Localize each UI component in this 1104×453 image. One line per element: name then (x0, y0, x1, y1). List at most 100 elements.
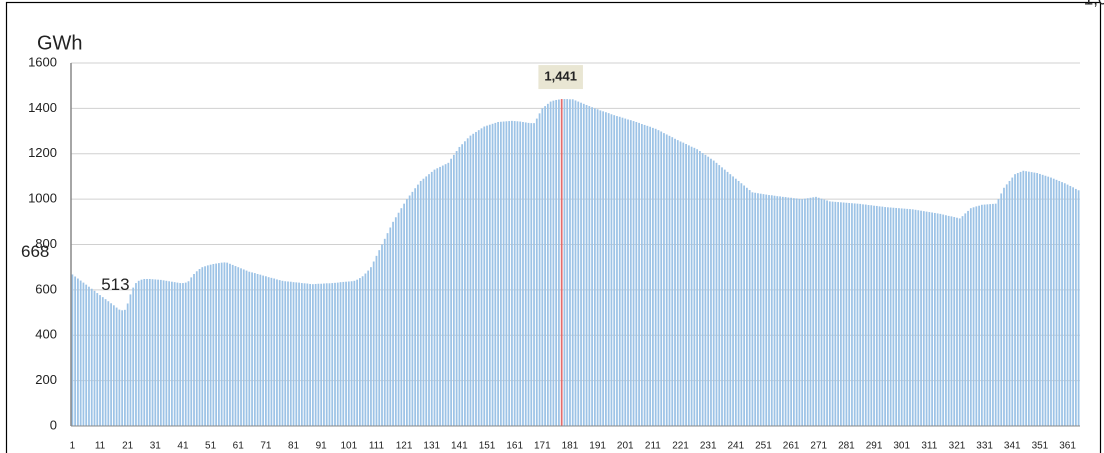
bar (220, 262, 223, 426)
bar (762, 194, 765, 426)
bar (77, 278, 79, 426)
bar (856, 203, 859, 426)
bar (206, 265, 209, 426)
bar (834, 201, 837, 426)
bar (757, 193, 759, 426)
bar (679, 141, 682, 426)
bar (740, 183, 743, 426)
bar (787, 197, 790, 426)
x-tick-label: 251 (755, 441, 772, 452)
bar (328, 283, 331, 426)
bar (939, 213, 942, 426)
x-tick-label: 171 (534, 441, 551, 452)
bar (121, 310, 124, 426)
bar (961, 216, 964, 426)
bar (997, 199, 1000, 426)
bar (712, 160, 715, 426)
bar (124, 309, 126, 426)
bar (588, 106, 591, 426)
bar (229, 263, 231, 426)
bar (439, 166, 441, 426)
bar (986, 204, 989, 426)
bar (784, 197, 787, 426)
y-tick-label: 0 (50, 417, 57, 432)
x-tick-label: 21 (122, 441, 134, 452)
bar (546, 103, 549, 427)
bar (817, 197, 820, 426)
bar (491, 123, 494, 427)
bar (585, 104, 588, 427)
x-tick-label: 281 (838, 441, 855, 452)
x-tick-label: 241 (727, 441, 744, 452)
bar (804, 198, 806, 426)
bar (400, 208, 403, 426)
bar (668, 135, 671, 426)
bar (372, 261, 375, 426)
bar (419, 180, 422, 426)
bar (262, 275, 265, 426)
bar (137, 280, 140, 426)
bar (331, 283, 334, 426)
bar (911, 209, 914, 426)
bar (535, 118, 538, 426)
bar (732, 176, 734, 426)
bar (983, 204, 986, 426)
x-tick-label: 201 (617, 441, 634, 452)
x-tick-label: 221 (672, 441, 689, 452)
bar (571, 99, 574, 427)
x-tick-label: 141 (451, 441, 468, 452)
bar (74, 276, 77, 426)
bar (605, 112, 607, 426)
bar (1055, 179, 1058, 426)
y-tick-label: 1400 (28, 100, 57, 115)
bar (544, 106, 546, 426)
bar (577, 101, 580, 426)
bar (1050, 177, 1052, 426)
bar (107, 301, 110, 426)
bar (1041, 174, 1044, 426)
bar (1003, 187, 1005, 426)
bar (411, 191, 414, 426)
bar (270, 277, 273, 426)
bar (519, 121, 522, 426)
bar (687, 145, 690, 426)
bar (1033, 172, 1036, 426)
bar (300, 283, 303, 426)
bar (1044, 175, 1047, 426)
bar (809, 197, 812, 426)
bar (928, 212, 931, 426)
bar (892, 207, 895, 426)
bar (115, 307, 118, 426)
bar (499, 121, 502, 427)
bar (563, 99, 566, 427)
x-tick-label: 231 (700, 441, 717, 452)
bar (718, 165, 721, 426)
bar (452, 154, 455, 426)
bar (146, 278, 148, 426)
x-tick-label: 111 (369, 441, 385, 452)
bar (303, 283, 306, 426)
bar (621, 117, 624, 426)
bar (1019, 171, 1022, 426)
bar (1000, 193, 1003, 426)
bar (298, 282, 300, 426)
bar (394, 217, 397, 426)
bar (295, 282, 298, 426)
bar (148, 278, 151, 426)
bar (154, 279, 157, 426)
bar (1052, 178, 1055, 426)
x-tick-label: 51 (205, 441, 217, 452)
bar (790, 197, 793, 426)
bar (530, 123, 533, 426)
bar (1072, 187, 1074, 426)
bar (765, 194, 768, 426)
bar (253, 273, 256, 426)
bar (710, 158, 712, 426)
bar (933, 212, 936, 426)
bar (508, 121, 511, 426)
bar (425, 176, 428, 426)
bar (685, 143, 687, 426)
bar (126, 303, 129, 426)
bar (209, 264, 212, 426)
